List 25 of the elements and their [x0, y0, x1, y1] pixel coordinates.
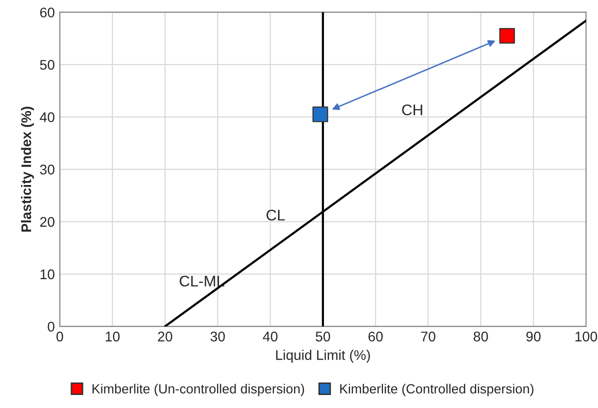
x-tick-label: 10: [106, 332, 120, 342]
x-tick-label: 90: [526, 332, 541, 342]
y-tick-label: 10: [40, 269, 54, 280]
y-tick-label: 30: [40, 164, 54, 174]
x-tick-label: 30: [210, 332, 225, 342]
annotation: CL: [266, 210, 285, 221]
x-tick-label: 60: [368, 332, 383, 342]
legend-label: Kimberlite (Controlled dispersion): [340, 384, 534, 396]
x-tick-label: 70: [421, 332, 436, 342]
x-axis-title: Liquid Limit (%): [276, 350, 370, 363]
y-axis-title: Plasticity Index (%): [20, 106, 34, 232]
y-tick-label: 60: [40, 8, 54, 18]
x-tick-label: 100: [576, 332, 598, 342]
x-tick-label: 20: [158, 332, 172, 342]
x-tick-label: 50: [316, 332, 330, 342]
y-tick-label: 0: [48, 322, 54, 332]
annotation: CH: [402, 104, 422, 116]
x-tick-label: 0: [56, 332, 64, 342]
y-tick-label: 40: [40, 112, 54, 122]
x-tick-label: 40: [262, 332, 278, 342]
y-tick-label: 50: [40, 60, 54, 70]
x-tick-label: 80: [474, 332, 488, 342]
annotation: CL-ML: [180, 276, 224, 287]
legend-label: Kimberlite (Un-controlled dispersion): [92, 384, 304, 396]
y-tick-label: 20: [40, 217, 54, 227]
